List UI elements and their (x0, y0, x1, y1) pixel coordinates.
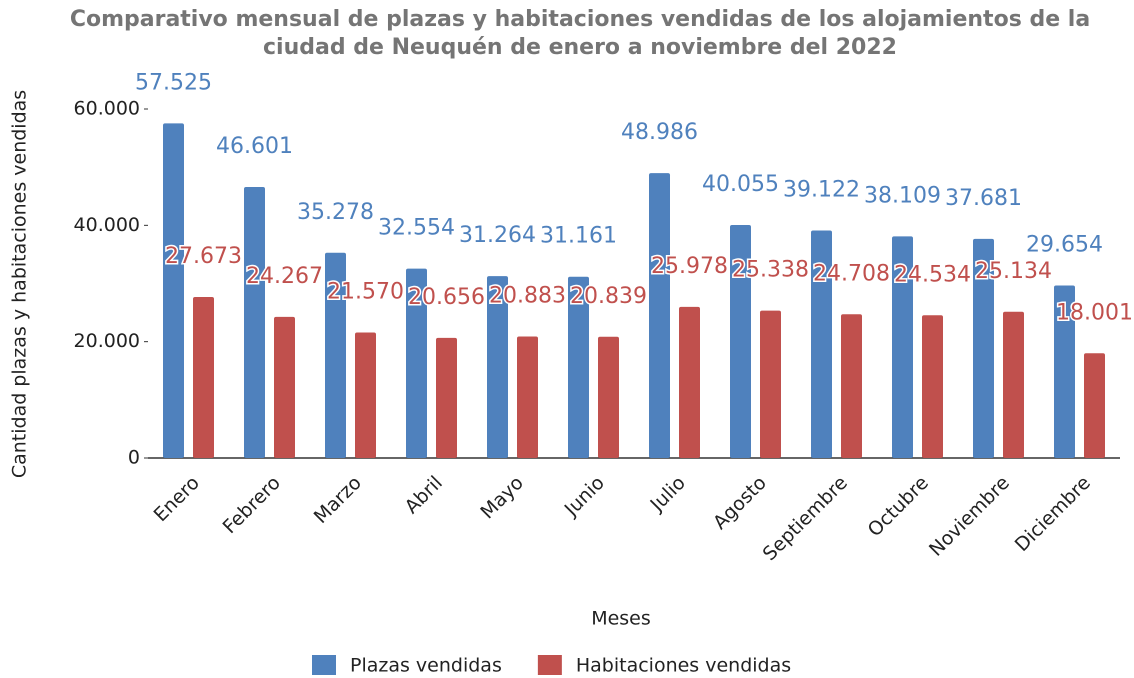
bar (892, 236, 913, 458)
x-tick: Febrero (219, 472, 285, 538)
value-label: 29.654 (1026, 233, 1103, 258)
bar (355, 332, 376, 458)
value-label: 24.708 (813, 261, 890, 286)
bar (244, 186, 265, 459)
bar (841, 314, 862, 458)
bar (274, 316, 295, 458)
bar (973, 238, 994, 458)
x-tick: Octubre (864, 472, 933, 541)
value-label: 31.161 (540, 224, 617, 249)
x-axis-label: Meses (591, 608, 651, 630)
bar (760, 310, 781, 458)
value-label: 48.986 (621, 120, 698, 145)
value-label: 27.673 (165, 244, 242, 269)
y-tick-label: 40.000 (74, 214, 140, 236)
x-tick: Abril (401, 472, 447, 518)
bar (163, 123, 184, 459)
bar (406, 268, 427, 458)
value-label: 25.978 (651, 254, 728, 279)
bar (193, 297, 214, 458)
x-tick-label: Febrero (219, 472, 285, 538)
value-label: 24.534 (894, 262, 971, 287)
x-tick: Junio (560, 472, 609, 521)
x-tick-label: Agosto (709, 472, 771, 534)
x-tick: Diciembre (1011, 472, 1095, 556)
value-label: 35.278 (297, 200, 374, 225)
x-tick: Marzo (310, 472, 366, 528)
x-tick: Enero (150, 472, 204, 526)
y-tick-label: 20.000 (74, 330, 140, 352)
value-label: 46.601 (216, 134, 293, 159)
x-tick: Agosto (709, 472, 771, 534)
y-tick-label: 0 (128, 447, 140, 469)
value-label: 32.554 (378, 216, 455, 241)
legend-swatch (312, 655, 336, 675)
value-label: 37.681 (945, 186, 1022, 211)
legend-label: Habitaciones vendidas (576, 655, 791, 677)
bar (1054, 285, 1075, 458)
x-tick: Noviembre (925, 472, 1014, 561)
x-tick-label: Mayo (476, 472, 528, 524)
value-label: 31.264 (459, 223, 536, 248)
x-tick-label: Octubre (864, 472, 933, 541)
y-axis-label: Cantidad plazas y habitaciones vendidas (9, 90, 31, 478)
x-tick-label: Enero (150, 472, 204, 526)
x-tick: Mayo (476, 472, 528, 524)
bar (1003, 311, 1024, 458)
x-tick-label: Marzo (310, 472, 366, 528)
bar (1084, 353, 1105, 458)
bar (487, 276, 508, 458)
x-tick-label: Abril (401, 472, 447, 518)
value-label: 24.267 (246, 264, 323, 289)
bar (517, 336, 538, 458)
value-label: 38.109 (864, 183, 941, 208)
x-tick: Julio (645, 472, 689, 516)
value-label: 57.525 (135, 70, 212, 95)
legend-swatch (537, 655, 562, 675)
bar (811, 230, 832, 458)
value-label: 40.055 (702, 172, 779, 197)
value-label: 25.134 (975, 259, 1052, 284)
value-label: 21.570 (327, 280, 404, 305)
bar (325, 252, 346, 458)
x-tick: Septiembre (759, 472, 852, 565)
value-label: 25.338 (732, 258, 809, 283)
value-label: 20.656 (408, 285, 485, 310)
y-tick-label: 60.000 (74, 98, 140, 120)
bar (436, 337, 457, 458)
legend-label: Plazas vendidas (350, 655, 502, 677)
x-tick-label: Julio (645, 472, 689, 516)
x-tick-label: Noviembre (925, 472, 1014, 561)
value-label: 39.122 (783, 177, 860, 202)
value-label: 20.839 (570, 284, 647, 309)
bar (922, 315, 943, 458)
bar (679, 306, 700, 458)
bar (649, 173, 670, 459)
bar (730, 225, 751, 458)
x-tick-label: Junio (560, 472, 609, 521)
x-tick-label: Diciembre (1011, 472, 1095, 556)
bar (598, 336, 619, 458)
value-label: 18.001 (1056, 300, 1133, 325)
value-label: 20.883 (489, 284, 566, 309)
x-tick-label: Septiembre (759, 472, 852, 565)
bar (568, 276, 589, 458)
chart-title: Comparativo mensual de plazas y habitaci… (69, 7, 1091, 60)
